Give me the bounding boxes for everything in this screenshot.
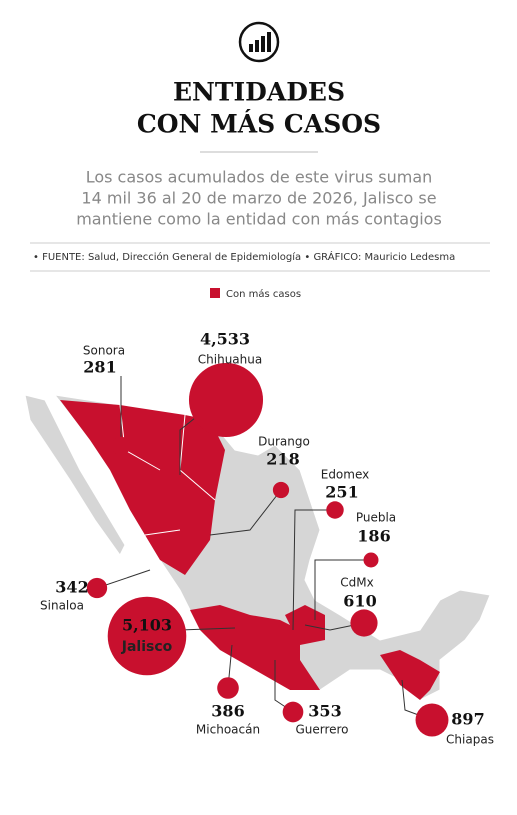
subtitle: Los casos acumulados de este virus suman — [86, 168, 433, 187]
value-label: 610 — [343, 592, 376, 611]
leader-line — [179, 627, 236, 631]
value-label: 251 — [325, 483, 358, 502]
bubble — [350, 609, 378, 637]
region — [380, 650, 440, 700]
state-name: Edomex — [321, 468, 370, 482]
value-label: 353 — [308, 702, 341, 721]
state-name: Sonora — [83, 344, 125, 358]
legend-label: Con más casos — [226, 288, 301, 300]
source-label: FUENTE: — [42, 252, 85, 263]
bubble — [415, 703, 449, 737]
title: ENTIDADES — [173, 78, 345, 107]
bubble — [111, 436, 131, 456]
state-name: Chihuahua — [198, 353, 262, 367]
bubble — [282, 701, 304, 723]
icon — [238, 21, 280, 63]
leader-line — [292, 509, 335, 631]
leader-line — [314, 559, 371, 620]
value-label: 4,533 — [200, 330, 250, 349]
value-label: 386 — [211, 702, 244, 721]
map — [24, 394, 491, 701]
value-label: 218 — [266, 450, 299, 469]
title: CON MÁS CASOS — [137, 110, 381, 139]
legend-swatch — [210, 288, 220, 298]
bubble — [107, 596, 187, 676]
state-name: Puebla — [356, 511, 396, 525]
credit: Mauricio Ledesma — [365, 252, 456, 263]
state-name: CdMx — [340, 576, 373, 590]
bubble — [363, 552, 379, 568]
subtitle: 14 mil 36 al 20 de marzo de 2026, Jalisc… — [81, 189, 436, 208]
value-label: 342 — [55, 578, 88, 597]
region — [60, 400, 225, 575]
state-name: Jalisco — [121, 639, 173, 655]
source-line: • FUENTE: Salud, Dirección General de Ep… — [33, 250, 455, 263]
bubble — [86, 577, 108, 599]
credit-label: GRÁFICO: — [313, 250, 361, 263]
leader-line — [209, 489, 282, 536]
state-name: Sinaloa — [40, 599, 84, 613]
state-name: Chiapas — [446, 733, 494, 747]
region — [24, 394, 126, 556]
value-label: 281 — [83, 358, 116, 377]
value-label: 186 — [357, 527, 390, 546]
value-label: 5,103 — [122, 616, 172, 635]
subtitle: mantiene como la entidad con más contagi… — [76, 210, 442, 229]
state-name: Guerrero — [295, 723, 348, 737]
state-name: Durango — [258, 435, 310, 449]
region — [190, 605, 320, 690]
state-name: Michoacán — [196, 723, 260, 737]
bubble — [217, 677, 239, 699]
value-label: 897 — [451, 710, 484, 729]
bubble — [326, 501, 344, 519]
bubble — [272, 481, 290, 499]
source: Salud, Dirección General de Epidemiologí… — [88, 251, 301, 263]
bubble — [188, 362, 264, 438]
